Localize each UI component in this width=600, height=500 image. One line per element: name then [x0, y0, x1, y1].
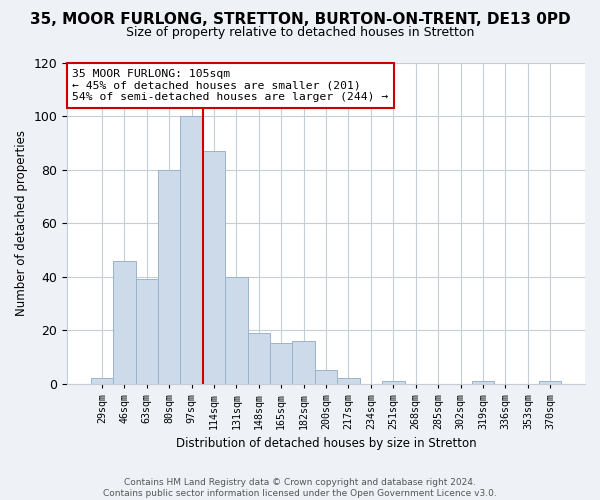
X-axis label: Distribution of detached houses by size in Stretton: Distribution of detached houses by size …	[176, 437, 476, 450]
Bar	[158, 170, 181, 384]
Text: Size of property relative to detached houses in Stretton: Size of property relative to detached ho…	[126, 26, 474, 39]
Bar	[91, 378, 113, 384]
Text: Contains HM Land Registry data © Crown copyright and database right 2024.
Contai: Contains HM Land Registry data © Crown c…	[103, 478, 497, 498]
Bar	[203, 151, 225, 384]
Text: 35 MOOR FURLONG: 105sqm
← 45% of detached houses are smaller (201)
54% of semi-d: 35 MOOR FURLONG: 105sqm ← 45% of detache…	[73, 69, 389, 102]
Bar	[270, 344, 292, 384]
Bar	[225, 276, 248, 384]
Bar	[181, 116, 203, 384]
Bar	[113, 260, 136, 384]
Bar	[539, 381, 562, 384]
Bar	[248, 333, 270, 384]
Y-axis label: Number of detached properties: Number of detached properties	[15, 130, 28, 316]
Bar	[472, 381, 494, 384]
Bar	[337, 378, 360, 384]
Bar	[382, 381, 404, 384]
Bar	[292, 341, 315, 384]
Bar	[136, 280, 158, 384]
Bar	[315, 370, 337, 384]
Text: 35, MOOR FURLONG, STRETTON, BURTON-ON-TRENT, DE13 0PD: 35, MOOR FURLONG, STRETTON, BURTON-ON-TR…	[29, 12, 571, 28]
